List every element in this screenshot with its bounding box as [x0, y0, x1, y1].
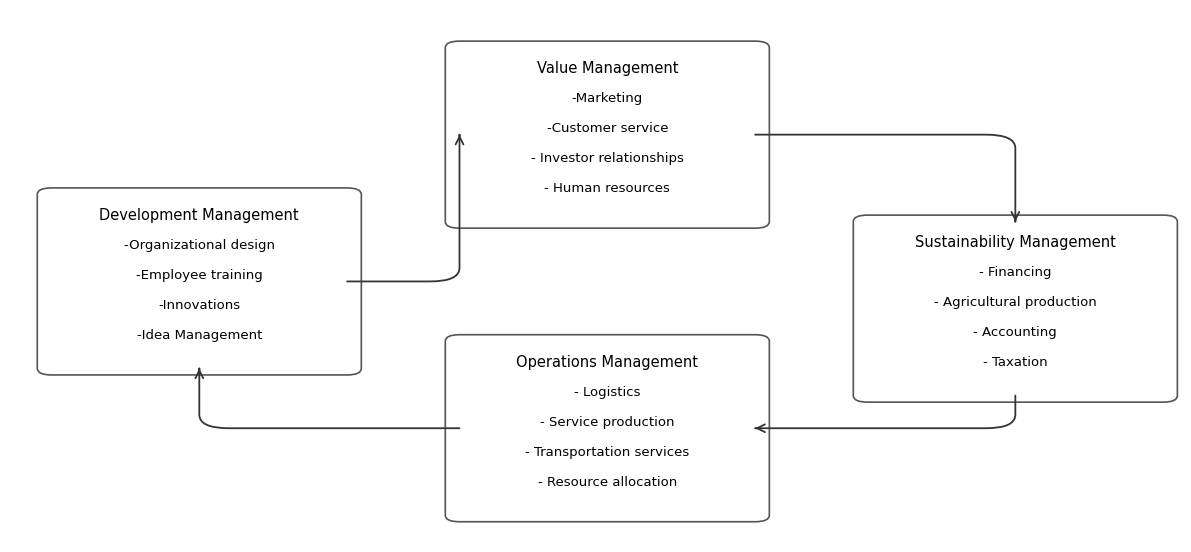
- Text: - Resource allocation: - Resource allocation: [537, 475, 676, 489]
- Text: - Transportation services: - Transportation services: [525, 445, 690, 459]
- FancyBboxPatch shape: [853, 215, 1178, 402]
- Text: -Employee training: -Employee training: [136, 269, 263, 282]
- Text: - Financing: - Financing: [979, 266, 1052, 279]
- Text: -Organizational design: -Organizational design: [124, 239, 275, 252]
- Text: Sustainability Management: Sustainability Management: [915, 235, 1116, 250]
- Text: - Investor relationships: - Investor relationships: [531, 152, 684, 165]
- Text: - Logistics: - Logistics: [574, 386, 641, 399]
- FancyBboxPatch shape: [37, 188, 361, 375]
- Text: Operations Management: Operations Management: [517, 355, 698, 370]
- Text: Value Management: Value Management: [537, 61, 678, 76]
- Text: -Innovations: -Innovations: [158, 299, 241, 312]
- Text: -Idea Management: -Idea Management: [137, 329, 262, 342]
- Text: - Taxation: - Taxation: [983, 356, 1048, 369]
- Text: - Service production: - Service production: [540, 416, 674, 429]
- Text: - Accounting: - Accounting: [973, 326, 1058, 339]
- FancyBboxPatch shape: [445, 41, 769, 228]
- Text: -Customer service: -Customer service: [547, 122, 668, 135]
- FancyBboxPatch shape: [445, 335, 769, 522]
- Text: Development Management: Development Management: [100, 208, 299, 223]
- Text: -Marketing: -Marketing: [572, 92, 643, 105]
- Text: - Human resources: - Human resources: [544, 182, 671, 195]
- Text: - Agricultural production: - Agricultural production: [934, 296, 1097, 309]
